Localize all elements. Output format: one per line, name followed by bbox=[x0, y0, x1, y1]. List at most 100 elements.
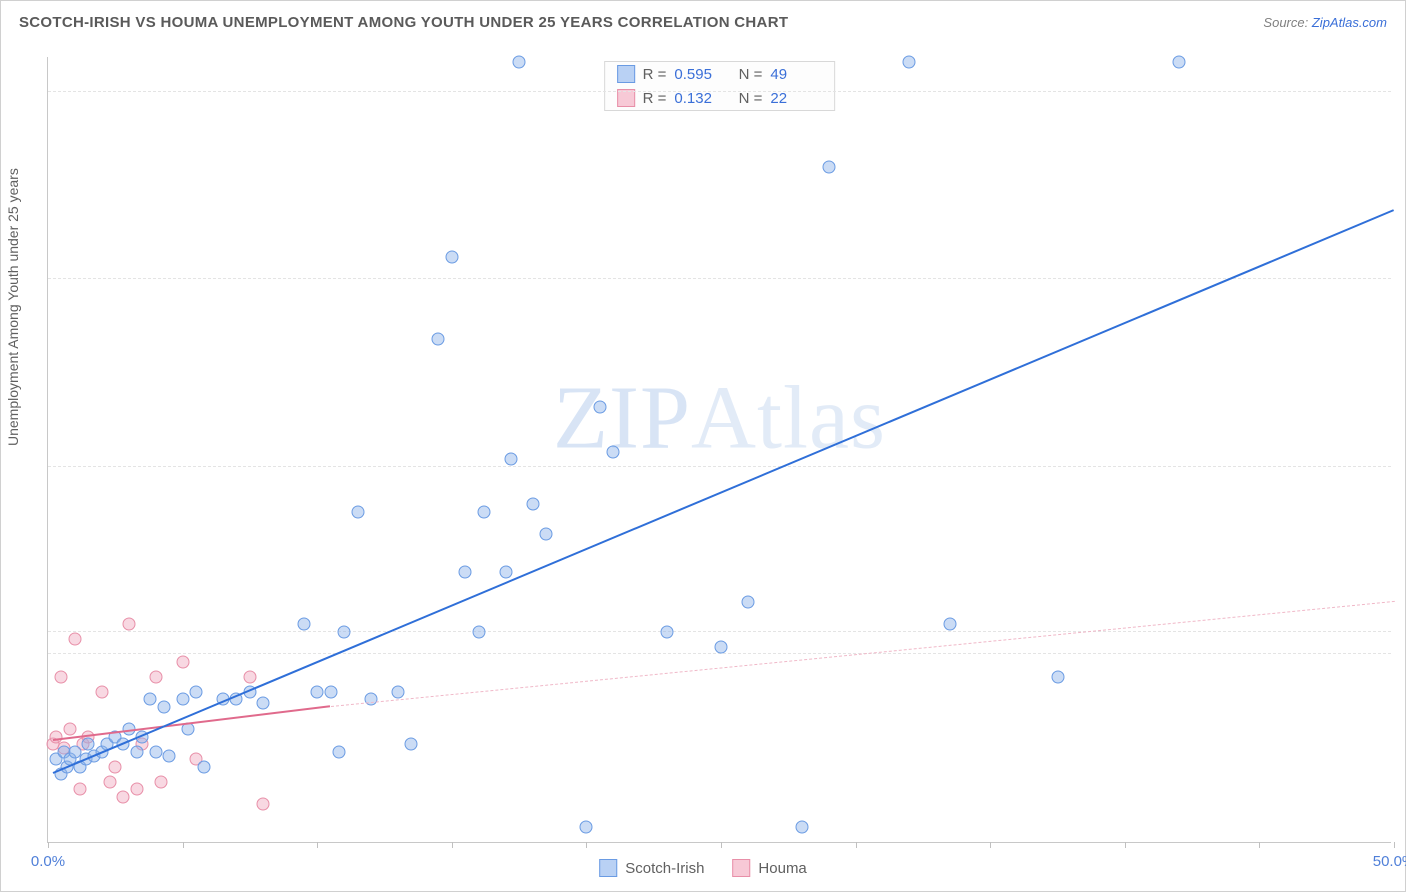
data-point-scotch-irish bbox=[822, 160, 835, 173]
y-tick-label: 100.0% bbox=[1401, 66, 1406, 83]
gridline bbox=[48, 91, 1391, 92]
chart-container: SCOTCH-IRISH VS HOUMA UNEMPLOYMENT AMONG… bbox=[0, 0, 1406, 892]
legend-r-label: R = bbox=[643, 90, 667, 107]
data-point-scotch-irish bbox=[351, 505, 364, 518]
legend-swatch bbox=[599, 859, 617, 877]
trend-line bbox=[53, 705, 331, 741]
data-point-scotch-irish bbox=[943, 618, 956, 631]
legend-correlation: R =0.595 N =49R =0.132 N =22 bbox=[604, 61, 836, 111]
data-point-scotch-irish bbox=[338, 625, 351, 638]
data-point-scotch-irish bbox=[607, 445, 620, 458]
data-point-scotch-irish bbox=[176, 693, 189, 706]
y-tick-label: 25.0% bbox=[1401, 629, 1406, 646]
data-point-scotch-irish bbox=[540, 528, 553, 541]
data-point-scotch-irish bbox=[157, 700, 170, 713]
data-point-scotch-irish bbox=[795, 821, 808, 834]
x-tick-label: 50.0% bbox=[1373, 853, 1406, 870]
data-point-houma bbox=[117, 790, 130, 803]
x-tick-mark bbox=[856, 842, 857, 848]
x-tick-mark bbox=[317, 842, 318, 848]
x-tick-mark bbox=[48, 842, 49, 848]
x-tick-mark bbox=[452, 842, 453, 848]
data-point-scotch-irish bbox=[432, 333, 445, 346]
data-point-houma bbox=[109, 760, 122, 773]
x-tick-mark bbox=[1394, 842, 1395, 848]
legend-r-value: 0.132 bbox=[674, 90, 726, 107]
data-point-houma bbox=[122, 618, 135, 631]
data-point-scotch-irish bbox=[1051, 670, 1064, 683]
data-point-houma bbox=[68, 633, 81, 646]
legend-n-value: 49 bbox=[770, 66, 822, 83]
legend-r-label: R = bbox=[643, 66, 667, 83]
gridline bbox=[48, 653, 1391, 654]
legend-correlation-row: R = 0.595 N = 49 bbox=[605, 62, 835, 86]
legend-n-label: N = bbox=[734, 66, 762, 83]
legend-r-value: 0.595 bbox=[674, 66, 726, 83]
data-point-scotch-irish bbox=[257, 697, 270, 710]
legend-series-item: Scotch-Irish bbox=[599, 859, 704, 877]
data-point-scotch-irish bbox=[593, 400, 606, 413]
data-point-houma bbox=[95, 685, 108, 698]
gridline bbox=[48, 278, 1391, 279]
legend-series: Scotch-Irish Houma bbox=[599, 859, 807, 877]
x-tick-mark bbox=[990, 842, 991, 848]
data-point-scotch-irish bbox=[332, 745, 345, 758]
data-point-scotch-irish bbox=[903, 55, 916, 68]
watermark: ZIPAtlas bbox=[553, 367, 886, 470]
x-tick-mark bbox=[183, 842, 184, 848]
data-point-houma bbox=[155, 775, 168, 788]
gridline bbox=[48, 631, 1391, 632]
data-point-scotch-irish bbox=[311, 685, 324, 698]
data-point-scotch-irish bbox=[405, 738, 418, 751]
data-point-scotch-irish bbox=[391, 685, 404, 698]
data-point-scotch-irish bbox=[365, 693, 378, 706]
x-tick-mark bbox=[1259, 842, 1260, 848]
watermark-main: ZIP bbox=[553, 369, 691, 468]
x-tick-mark bbox=[586, 842, 587, 848]
data-point-scotch-irish bbox=[190, 685, 203, 698]
data-point-scotch-irish bbox=[198, 760, 211, 773]
data-point-scotch-irish bbox=[445, 250, 458, 263]
x-tick-label: 0.0% bbox=[31, 853, 65, 870]
data-point-scotch-irish bbox=[580, 821, 593, 834]
data-point-houma bbox=[63, 723, 76, 736]
data-point-houma bbox=[243, 670, 256, 683]
legend-swatch bbox=[617, 65, 635, 83]
watermark-sub: Atlas bbox=[691, 369, 886, 468]
data-point-scotch-irish bbox=[526, 498, 539, 511]
data-point-houma bbox=[176, 655, 189, 668]
source-link[interactable]: ZipAtlas.com bbox=[1312, 15, 1387, 30]
data-point-scotch-irish bbox=[661, 625, 674, 638]
data-point-scotch-irish bbox=[144, 693, 157, 706]
data-point-scotch-irish bbox=[715, 640, 728, 653]
data-point-scotch-irish bbox=[163, 749, 176, 762]
legend-series-item: Houma bbox=[732, 859, 806, 877]
gridline bbox=[48, 466, 1391, 467]
data-point-houma bbox=[130, 783, 143, 796]
chart-title: SCOTCH-IRISH VS HOUMA UNEMPLOYMENT AMONG… bbox=[19, 14, 788, 31]
y-tick-label: 75.0% bbox=[1401, 254, 1406, 271]
x-tick-mark bbox=[721, 842, 722, 848]
legend-n-value: 22 bbox=[770, 90, 822, 107]
data-point-houma bbox=[103, 775, 116, 788]
data-point-scotch-irish bbox=[741, 595, 754, 608]
data-point-scotch-irish bbox=[505, 453, 518, 466]
legend-series-label: Scotch-Irish bbox=[625, 860, 704, 877]
legend-swatch bbox=[732, 859, 750, 877]
data-point-scotch-irish bbox=[1172, 55, 1185, 68]
data-point-scotch-irish bbox=[297, 618, 310, 631]
data-point-scotch-irish bbox=[472, 625, 485, 638]
data-point-scotch-irish bbox=[324, 685, 337, 698]
source-credit: Source: ZipAtlas.com bbox=[1263, 15, 1387, 30]
x-tick-mark bbox=[1125, 842, 1126, 848]
legend-series-label: Houma bbox=[758, 860, 806, 877]
data-point-scotch-irish bbox=[459, 565, 472, 578]
y-tick-label: 50.0% bbox=[1401, 441, 1406, 458]
data-point-houma bbox=[55, 670, 68, 683]
y-axis-label: Unemployment Among Youth under 25 years bbox=[5, 168, 21, 446]
data-point-scotch-irish bbox=[499, 565, 512, 578]
plot-area: ZIPAtlas R =0.595 N =49R =0.132 N =22 25… bbox=[47, 57, 1391, 843]
source-label: Source: bbox=[1263, 15, 1308, 30]
title-bar: SCOTCH-IRISH VS HOUMA UNEMPLOYMENT AMONG… bbox=[1, 1, 1405, 43]
data-point-scotch-irish bbox=[149, 745, 162, 758]
